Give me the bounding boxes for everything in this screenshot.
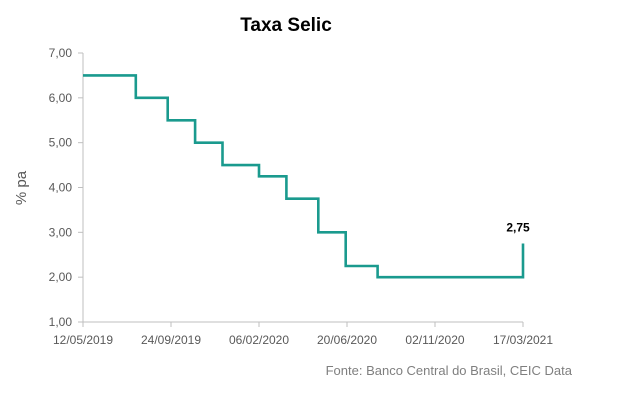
x-axis: 12/05/2019 24/09/2019 06/02/2020 20/06/2020… [53,322,553,347]
y-tick-label: 3,00 [49,225,73,239]
chart-title: Taxa Selic [240,15,332,36]
y-tick-label: 1,00 [49,315,73,329]
series-group [83,74,525,279]
y-tick-label: 4,00 [49,181,73,195]
x-tick-label: 20/06/2020 [317,333,377,347]
y-tick-label: 6,00 [49,91,73,105]
x-tick-label: 06/02/2020 [229,333,289,347]
x-tick-label: 17/03/2021 [493,333,553,347]
x-tick-label: 02/11/2020 [405,333,464,347]
annotations: 2,75 [506,221,530,235]
y-tick-label: 2,00 [49,270,73,284]
data-label: 2,75 [506,221,530,235]
x-tick-label: 12/05/2019 [53,333,113,347]
y-axis-label: % pa [13,170,30,205]
y-tick-label: 7,00 [49,46,73,60]
source-note: Fonte: Banco Central do Brasil, CEIC Dat… [326,363,573,378]
y-tick-label: 5,00 [49,136,73,150]
x-tick-label: 24/09/2019 [141,333,201,347]
axes [82,53,523,323]
y-axis: 7,00 6,00 5,00 4,00 3,00 2,00 1,00 [49,46,83,329]
series-line [83,74,525,279]
